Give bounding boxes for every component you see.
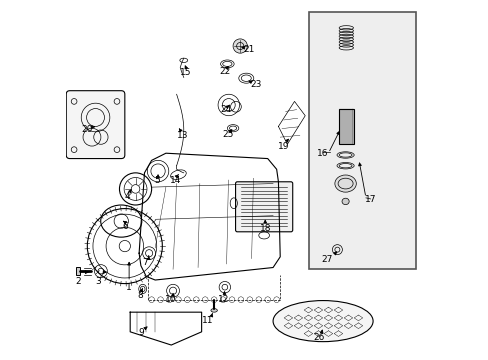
Bar (339, 109, 353, 144)
Text: 19: 19 (278, 142, 289, 151)
Text: 9: 9 (138, 328, 143, 337)
Text: 26: 26 (313, 333, 325, 342)
Text: 16: 16 (316, 149, 327, 158)
Ellipse shape (334, 175, 356, 192)
Text: 3: 3 (95, 277, 101, 286)
Text: 5: 5 (154, 176, 160, 185)
Text: 8: 8 (137, 291, 142, 300)
Ellipse shape (341, 198, 348, 204)
Text: 14: 14 (169, 176, 181, 185)
Text: 13: 13 (177, 131, 188, 140)
FancyBboxPatch shape (66, 91, 124, 158)
Circle shape (233, 39, 247, 53)
Text: 10: 10 (164, 295, 176, 304)
Text: 21: 21 (243, 45, 254, 54)
Text: 18: 18 (259, 224, 270, 233)
Text: 27: 27 (320, 255, 332, 264)
Text: 7: 7 (142, 258, 148, 267)
Text: 12: 12 (218, 295, 229, 304)
Text: 24: 24 (220, 105, 231, 114)
Text: 4: 4 (124, 192, 130, 201)
Text: 2: 2 (75, 277, 81, 286)
Text: 1: 1 (125, 283, 131, 292)
Text: 25: 25 (222, 130, 234, 139)
Text: 15: 15 (180, 68, 191, 77)
Text: 11: 11 (202, 316, 213, 325)
Ellipse shape (210, 309, 217, 312)
Text: 23: 23 (250, 80, 261, 89)
Bar (308, 12, 415, 269)
Ellipse shape (272, 301, 372, 342)
FancyBboxPatch shape (235, 182, 292, 232)
Text: 17: 17 (364, 195, 375, 204)
Bar (76, 267, 80, 275)
Text: 22: 22 (219, 67, 230, 76)
Text: 20: 20 (81, 126, 93, 135)
Text: 6: 6 (122, 222, 127, 231)
